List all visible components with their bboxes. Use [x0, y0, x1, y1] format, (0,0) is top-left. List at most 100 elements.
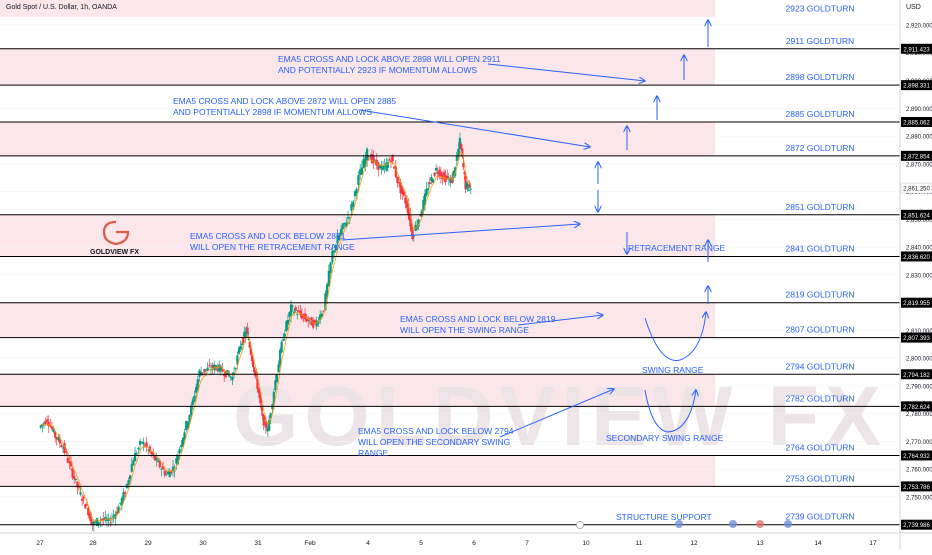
swing-range-curve — [644, 312, 706, 361]
range-band — [0, 121, 715, 156]
candle-body — [438, 169, 441, 177]
candle-body — [449, 177, 452, 183]
price-tag-label: 2,819.955 — [903, 301, 930, 307]
candle-body — [452, 170, 455, 178]
candle-body — [163, 470, 166, 476]
level-label: 2841 GOLDTURN — [786, 243, 855, 253]
candle-body — [248, 341, 251, 348]
candle-body — [42, 423, 46, 425]
candle-body — [57, 437, 60, 441]
candle-body — [239, 345, 242, 350]
y-tick-label: 2,850.000 — [906, 218, 932, 224]
candle-body — [58, 439, 61, 444]
candle-body — [460, 144, 463, 150]
level-label: 2885 GOLDTURN — [786, 109, 855, 119]
price-tag-box — [901, 332, 932, 343]
candle-body — [246, 327, 249, 334]
y-tick-label: 2,800.000 — [906, 357, 932, 363]
candle-body — [201, 372, 204, 374]
note-2794-line2: WILL OPEN THE SECONDARY SWING — [358, 437, 510, 447]
candle-body — [138, 440, 142, 445]
range-bands — [0, 0, 715, 487]
candle-body — [355, 188, 358, 194]
note-2794-line3: RANGE — [358, 448, 389, 458]
candle-body — [348, 217, 351, 219]
candle-body — [176, 455, 180, 465]
candle-body — [140, 442, 143, 443]
price-tag-box — [901, 150, 932, 161]
y-tick-label: 2,830.000 — [906, 273, 932, 279]
annotation-texts: EMA5 CROSS AND LOCK ABOVE 2898 WILL OPEN… — [173, 54, 725, 522]
candle-body — [353, 191, 357, 197]
candle-body — [362, 159, 365, 169]
range-band — [0, 0, 715, 17]
level-label: 2851 GOLDTURN — [786, 202, 855, 212]
candle-body — [129, 475, 132, 480]
range-band — [0, 302, 715, 338]
candle-body — [193, 395, 196, 402]
label-retracement-range: RETRACEMENT RANGE — [628, 243, 725, 253]
candle-body — [322, 310, 325, 312]
candle-body — [282, 339, 285, 341]
price-tag-label: 2,753.786 — [903, 485, 930, 491]
candle-body — [199, 371, 203, 376]
candle-body — [77, 487, 81, 489]
candle-body — [132, 460, 135, 466]
candle-body — [198, 370, 201, 377]
price-tag-label: 2,861.250 — [903, 187, 930, 193]
x-tick-label: 30 — [199, 540, 207, 547]
y-tick-label: 2,840.000 — [906, 246, 932, 252]
arrow-2872-note — [359, 109, 590, 147]
y-tick-label: 2,870.000 — [906, 162, 932, 168]
level-label: 2819 GOLDTURN — [786, 290, 855, 300]
candle-body — [338, 234, 341, 240]
x-tick-label: 27 — [36, 540, 44, 547]
candle-body — [54, 432, 57, 438]
candle-body — [334, 244, 337, 251]
event-icon-1 — [576, 521, 584, 529]
candle-body — [257, 387, 260, 393]
x-tick-label: 14 — [814, 540, 822, 547]
candle-body — [145, 442, 148, 448]
price-tag-label: 2,911.423 — [903, 47, 930, 53]
x-tick-label: 10 — [582, 540, 590, 547]
candle-body — [236, 355, 239, 365]
arrow-2794-note — [499, 389, 614, 438]
candle-body — [191, 399, 194, 405]
candle-body — [119, 502, 122, 504]
candle-body — [345, 222, 348, 227]
label-swing-range: SWING RANGE — [642, 365, 704, 375]
candle-body — [204, 369, 208, 371]
price-tag-box — [901, 116, 932, 127]
candle-body — [74, 478, 77, 480]
candle-body — [264, 421, 267, 428]
candle-body — [360, 167, 364, 175]
x-axis-ticks: 27 28 29 30 31 Feb 4 5 6 7 10 11 12 13 14 17 — [36, 540, 877, 547]
candle-body — [411, 229, 414, 240]
candle-body — [259, 397, 262, 403]
candle-body — [130, 464, 133, 472]
candle-body — [127, 480, 130, 485]
x-tick-label: 5 — [419, 540, 423, 547]
candle-body — [359, 169, 362, 175]
candle-body — [203, 369, 206, 372]
candle-body — [404, 197, 407, 204]
candle-body — [55, 437, 58, 440]
candle-body — [288, 312, 291, 317]
price-tag-label: 2,836.620 — [903, 255, 930, 261]
price-tag-label: 2,885.062 — [903, 120, 930, 126]
candle-body — [329, 262, 332, 274]
candle-body — [466, 183, 469, 190]
price-tag-box — [901, 297, 932, 308]
candle-body — [231, 377, 234, 381]
goldview-logo: GOLDVIEW FX — [90, 220, 139, 256]
price-tag-label: 2,739.986 — [903, 523, 930, 529]
candle-body — [319, 314, 322, 321]
y-tick-label: 2,770.000 — [906, 440, 932, 446]
candle-body — [223, 373, 226, 377]
candle-body — [218, 364, 221, 372]
ema-line — [40, 151, 472, 522]
candle-body — [158, 460, 161, 468]
candle-body — [405, 200, 409, 208]
candle-body — [299, 310, 302, 315]
